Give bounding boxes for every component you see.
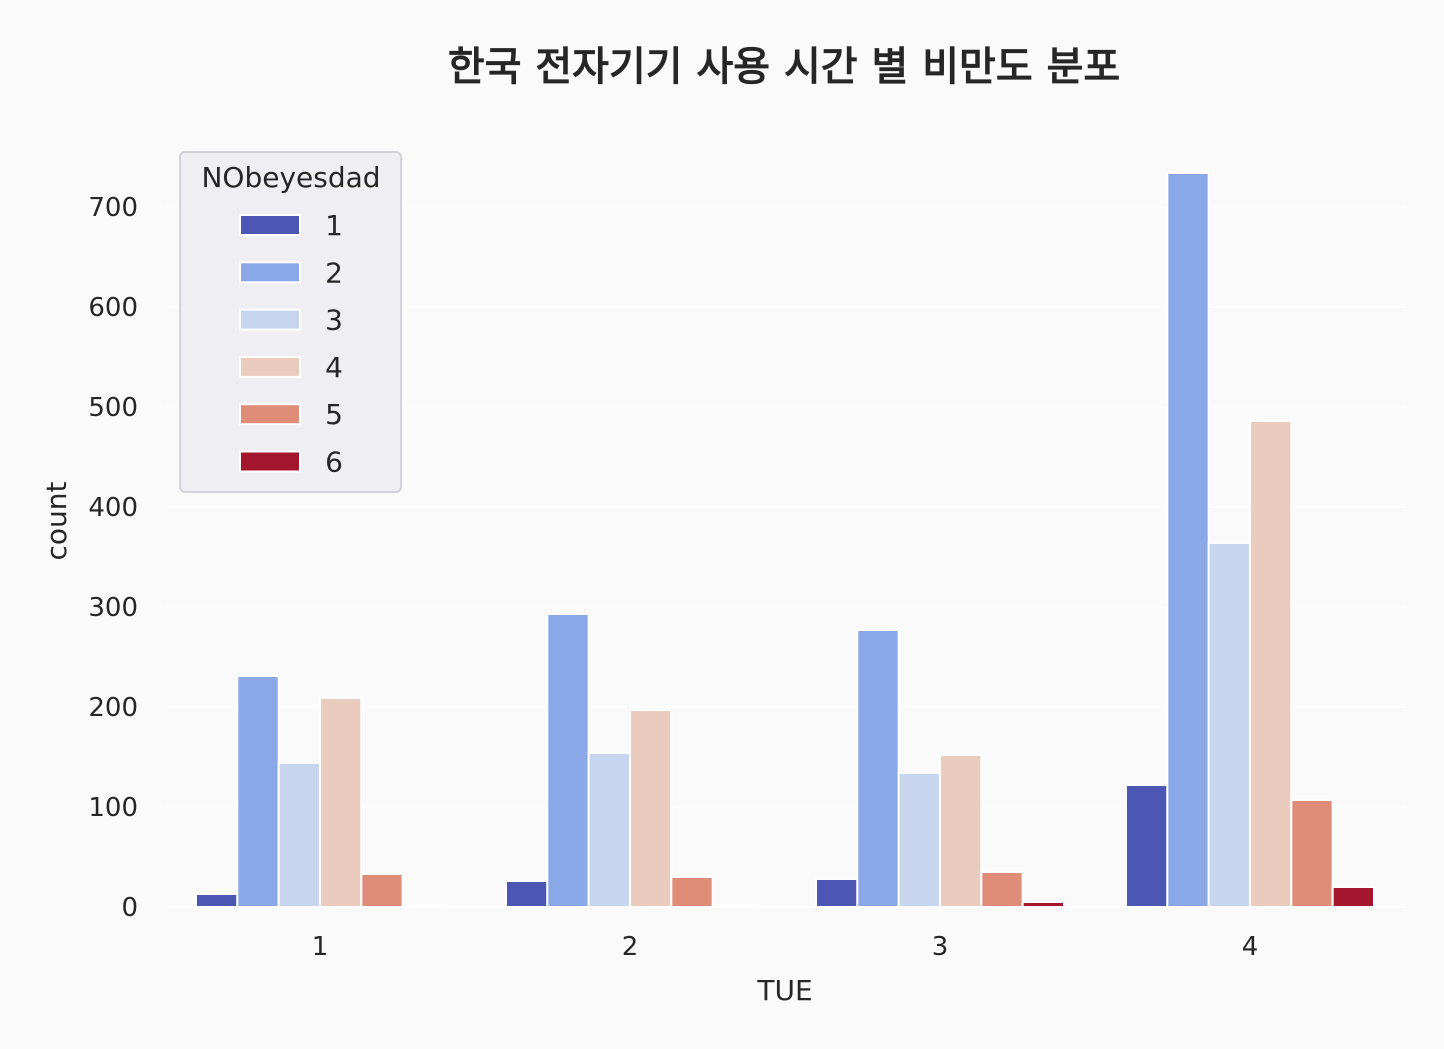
x-tick-labels: 1 2 3 4 [312,932,1259,962]
x-axis-title: TUE [756,974,812,1007]
bar-tue-4-class-6 [1331,886,1375,908]
legend-items: 1 2 3 4 5 6 [239,209,343,479]
bar-tue-2-class-6 [711,904,756,908]
y-tick-label: 0 [121,893,138,923]
bar-tue-3-class-1 [815,878,859,908]
bar-tue-2-class-5 [670,876,714,908]
x-tick-label: 2 [622,932,639,962]
x-tick-label: 4 [1242,932,1259,962]
y-tick-labels: 0 100 200 300 400 500 600 700 [88,193,138,923]
bar-tue-4-class-2 [1166,172,1210,908]
bar-tue-1-class-1 [195,893,239,908]
bar-tue-3-class-4 [939,754,983,908]
legend-label-5: 5 [325,398,343,431]
bar-tue-1-class-4 [319,697,363,908]
legend-label-3: 3 [325,304,343,337]
legend-label-6: 6 [325,446,343,479]
legend-label-2: 2 [325,256,343,289]
legend-swatch-1 [239,214,301,236]
bar-tue-2-class-3 [587,752,632,908]
legend: NObeyesdad 1 2 3 4 5 6 [179,151,402,493]
bar-tue-1-class-3 [277,762,321,908]
legend-swatch-2 [239,261,301,284]
y-tick-label: 200 [88,693,138,723]
legend-swatch-3 [239,308,301,331]
chart-title: 한국 전자기기 사용 시간 별 비만도 분포 [448,44,1120,90]
bar-tue-4-class-5 [1290,799,1334,908]
bar-tue-1-class-5 [360,873,404,908]
bar-tue-1-class-2 [236,675,280,908]
x-tick-label: 3 [932,932,949,962]
legend-label-4: 4 [325,351,343,384]
legend-swatch-4 [239,355,301,378]
legend-swatch-6 [239,450,301,473]
y-tick-label: 100 [88,793,138,823]
bar-tue-2-class-2 [546,613,590,908]
legend-title: NObeyesdad [201,161,380,194]
x-tick-label: 1 [312,932,329,962]
bar-tue-4-class-1 [1125,784,1169,908]
bar-tue-3-class-6 [1021,901,1066,908]
bar-tue-3-class-3 [897,772,942,908]
y-tick-label: 300 [88,593,138,623]
y-tick-label: 400 [88,493,138,523]
bar-tue-2-class-1 [505,880,549,908]
y-axis-title: count [40,481,73,560]
bars [195,172,1375,908]
legend-label-1: 1 [325,209,343,242]
bar-tue-2-class-4 [629,709,673,908]
y-tick-label: 700 [88,193,138,223]
bar-tue-3-class-5 [980,871,1024,908]
bar-tue-3-class-2 [856,629,900,908]
legend-swatch-5 [239,403,301,426]
bar-tue-4-class-4 [1249,420,1293,908]
bar-tue-4-class-3 [1207,542,1251,908]
bar-tue-1-class-6 [401,904,445,908]
y-tick-label: 600 [88,293,138,323]
y-tick-label: 500 [88,393,138,423]
